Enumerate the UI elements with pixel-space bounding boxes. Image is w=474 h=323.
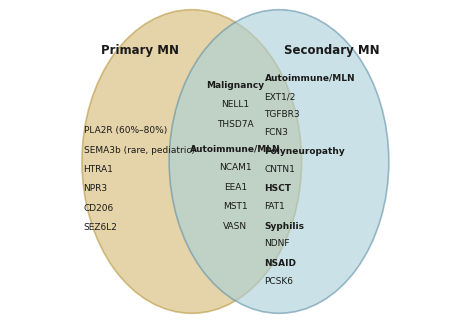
- Text: EXT1/2: EXT1/2: [264, 92, 296, 101]
- Text: Syphilis: Syphilis: [264, 222, 304, 231]
- Text: FAT1: FAT1: [264, 202, 285, 211]
- Text: NSAID: NSAID: [264, 259, 296, 268]
- Text: CD206: CD206: [83, 204, 114, 213]
- Text: Polyneuropathy: Polyneuropathy: [264, 147, 345, 156]
- Text: Malignancy: Malignancy: [206, 81, 264, 90]
- Text: Secondary MN: Secondary MN: [284, 44, 380, 57]
- Text: HTRA1: HTRA1: [83, 165, 113, 174]
- Text: MST1: MST1: [223, 202, 248, 211]
- Text: FCN3: FCN3: [264, 128, 288, 137]
- Ellipse shape: [169, 10, 389, 313]
- Text: Autoimmune/MLN: Autoimmune/MLN: [264, 73, 355, 82]
- Text: Primary MN: Primary MN: [101, 44, 179, 57]
- Text: NPR3: NPR3: [83, 184, 108, 193]
- Text: SEMA3b (rare, pediatric): SEMA3b (rare, pediatric): [83, 146, 194, 155]
- Text: NDNF: NDNF: [264, 239, 290, 248]
- Text: NCAM1: NCAM1: [219, 163, 252, 172]
- Text: PCSK6: PCSK6: [264, 276, 293, 286]
- Text: EEA1: EEA1: [224, 183, 247, 192]
- Text: CNTN1: CNTN1: [264, 165, 295, 174]
- Text: HSCT: HSCT: [264, 184, 292, 193]
- Text: TGFBR3: TGFBR3: [264, 110, 300, 119]
- Ellipse shape: [82, 10, 301, 313]
- Text: NELL1: NELL1: [221, 100, 249, 109]
- Text: Autoimmune/MLN: Autoimmune/MLN: [190, 144, 281, 153]
- Text: SEZ6L2: SEZ6L2: [83, 223, 118, 232]
- Text: VASN: VASN: [223, 222, 247, 231]
- Text: PLA2R (60%–80%): PLA2R (60%–80%): [83, 126, 167, 135]
- Text: THSD7A: THSD7A: [217, 120, 254, 129]
